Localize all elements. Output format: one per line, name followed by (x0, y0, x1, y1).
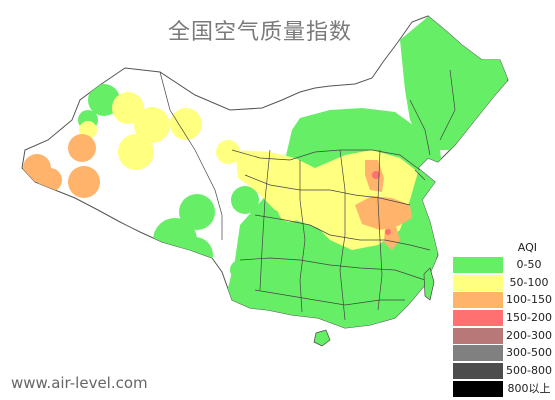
aqi-zone-moderate-sichuan (278, 198, 302, 222)
source-link[interactable]: www.air-level.com (11, 374, 148, 392)
aqi-zones (23, 16, 508, 328)
legend-label: 150-200 (503, 310, 555, 327)
legend-label: 100-150 (503, 292, 555, 309)
hainan-island (313, 329, 331, 347)
legend-item: 500-800 (453, 362, 555, 380)
legend-rows: 0-50 50-100 100-150 150-200 200-300 300-… (453, 256, 555, 398)
aqi-zone-sensitive-kashgar-c (68, 134, 96, 162)
page-title: 全国空气质量指数 (167, 20, 352, 45)
legend-swatch (453, 274, 503, 291)
aqi-zone-unhealthy-spot-2 (385, 229, 391, 235)
aqi-zone-good-lhasa (230, 260, 250, 280)
aqi-legend: AQI 0-50 50-100 100-150 150-200 200-300 (453, 240, 555, 398)
aqi-zone-unhealthy-spot (372, 171, 380, 179)
legend-label: 300-500 (503, 345, 555, 362)
legend-swatch (453, 257, 503, 273)
legend-swatch (453, 345, 503, 362)
legend-item: 800以上 (453, 380, 555, 398)
legend-swatch (453, 292, 503, 309)
legend-label: 800以上 (503, 380, 555, 397)
legend-item: 150-200 (453, 309, 555, 327)
aqi-zone-moderate-xj-c (170, 108, 202, 140)
province-borders (159, 69, 456, 321)
legend-item: 300-500 (453, 344, 555, 362)
taiwan-island (423, 267, 435, 301)
legend-item: 100-150 (453, 291, 555, 309)
legend-swatch (453, 380, 503, 397)
legend-swatch (453, 310, 503, 327)
aqi-zone-good-gansu (231, 186, 259, 214)
aqi-zone-sensitive-kashgar-d (68, 166, 100, 198)
aqi-zone-sensitive-henan (355, 196, 412, 230)
legend-item: 50-100 (453, 274, 555, 292)
legend-label: 0-50 (503, 257, 555, 273)
aqi-zone-moderate-xj-d (118, 134, 154, 170)
aqi-zone-moderate-xj-b (134, 107, 170, 143)
aqi-zone-good-tibet-b (177, 237, 213, 273)
aqi-zone-moderate-xj-a (112, 92, 144, 124)
aqi-zone-good-qinghai (179, 194, 215, 230)
legend-label: 50-100 (503, 274, 555, 291)
legend-item: 200-300 (453, 327, 555, 345)
legend-item: 0-50 (453, 256, 555, 274)
aqi-zone-good-north (310, 122, 415, 155)
legend-swatch (453, 327, 503, 344)
legend-label: 500-800 (503, 363, 555, 380)
legend-title: AQI (517, 241, 537, 254)
aqi-zone-moderate-gansu (216, 140, 240, 164)
legend-swatch (453, 363, 503, 380)
legend-label: 200-300 (503, 327, 555, 344)
